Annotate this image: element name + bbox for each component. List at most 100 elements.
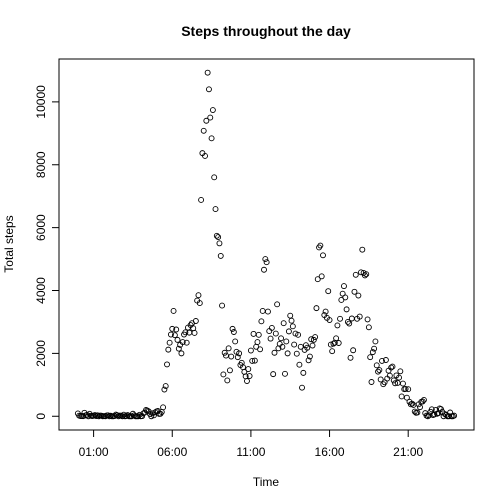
data-point bbox=[264, 308, 271, 315]
data-point bbox=[247, 347, 254, 354]
data-point bbox=[249, 357, 256, 364]
data-point bbox=[283, 338, 290, 345]
data-point bbox=[259, 307, 266, 314]
data-point bbox=[400, 380, 406, 387]
y-tick-label: 0 bbox=[34, 413, 48, 420]
data-point bbox=[161, 386, 168, 393]
data-point bbox=[190, 325, 197, 332]
data-point bbox=[257, 346, 264, 353]
data-point bbox=[352, 271, 359, 278]
data-point bbox=[209, 107, 216, 114]
y-tick-label: 2000 bbox=[34, 340, 48, 367]
data-point bbox=[361, 272, 368, 279]
data-point bbox=[272, 330, 279, 337]
data-point bbox=[379, 357, 385, 364]
data-point bbox=[367, 354, 374, 361]
data-point bbox=[397, 368, 404, 375]
data-point bbox=[226, 367, 233, 374]
data-point bbox=[191, 330, 198, 336]
data-point bbox=[263, 259, 270, 266]
data-point bbox=[314, 276, 321, 283]
data-point bbox=[267, 335, 274, 342]
data-point bbox=[207, 114, 214, 121]
data-point bbox=[373, 362, 380, 369]
data-point bbox=[291, 341, 298, 348]
data-point bbox=[198, 197, 205, 203]
data-point bbox=[318, 273, 325, 280]
data-point bbox=[325, 288, 332, 295]
y-axis: 0 2000 4000 6000 8000 10000 bbox=[34, 85, 60, 420]
data-point bbox=[220, 371, 227, 378]
data-point bbox=[165, 346, 172, 353]
data-point bbox=[317, 242, 324, 249]
data-point bbox=[396, 374, 402, 381]
data-point bbox=[229, 325, 236, 332]
data-point bbox=[306, 353, 313, 360]
data-point bbox=[175, 345, 182, 352]
data-point bbox=[310, 336, 317, 343]
data-point bbox=[296, 361, 303, 368]
data-point bbox=[167, 331, 174, 338]
data-point bbox=[212, 206, 219, 213]
x-tick-label: 01:00 bbox=[79, 445, 109, 459]
data-point bbox=[405, 386, 412, 393]
data-point bbox=[417, 404, 423, 411]
data-point bbox=[282, 370, 288, 377]
data-point bbox=[236, 350, 243, 357]
data-point bbox=[148, 413, 155, 420]
data-point bbox=[333, 335, 340, 342]
data-point bbox=[183, 339, 190, 346]
data-point bbox=[224, 377, 231, 384]
data-point bbox=[255, 331, 262, 338]
data-point bbox=[164, 361, 170, 368]
data-point bbox=[217, 252, 224, 259]
data-point bbox=[438, 406, 444, 412]
y-tick-label: 8000 bbox=[34, 151, 48, 178]
y-tick-label: 6000 bbox=[34, 214, 48, 241]
data-point bbox=[341, 283, 347, 290]
data-point bbox=[169, 325, 176, 332]
data-point bbox=[411, 408, 418, 415]
data-point bbox=[420, 396, 427, 403]
data-point bbox=[182, 329, 189, 336]
data-point bbox=[262, 256, 269, 263]
data-point bbox=[166, 339, 173, 346]
data-point bbox=[202, 153, 208, 159]
data-point bbox=[170, 307, 177, 314]
data-point bbox=[297, 343, 304, 350]
y-axis-label: Total steps bbox=[2, 215, 16, 272]
data-point bbox=[402, 385, 409, 392]
data-point bbox=[225, 345, 232, 352]
data-point bbox=[274, 301, 281, 308]
data-point bbox=[160, 404, 167, 411]
chart-title: Steps throughout the day bbox=[181, 23, 351, 39]
data-point bbox=[343, 306, 350, 313]
data-point bbox=[368, 379, 375, 385]
data-point bbox=[305, 357, 312, 364]
data-point bbox=[278, 335, 284, 342]
data-point bbox=[309, 342, 316, 349]
data-point bbox=[280, 320, 287, 327]
data-point bbox=[171, 332, 178, 339]
data-point bbox=[358, 269, 364, 276]
data-point bbox=[347, 354, 354, 361]
data-point bbox=[365, 324, 372, 331]
data-point bbox=[359, 246, 366, 253]
data-point bbox=[244, 378, 250, 385]
x-tick-label: 21:00 bbox=[393, 445, 423, 459]
data-point bbox=[375, 368, 381, 375]
data-point bbox=[355, 292, 362, 299]
data-point bbox=[389, 363, 396, 370]
data-point bbox=[293, 350, 300, 357]
data-point bbox=[213, 232, 220, 239]
data-point bbox=[178, 350, 185, 357]
y-tick-label: 10000 bbox=[34, 85, 48, 119]
data-point bbox=[344, 318, 351, 325]
data-point bbox=[232, 338, 239, 345]
plot-frame bbox=[58, 58, 475, 431]
data-point bbox=[84, 411, 91, 418]
data-point bbox=[329, 348, 336, 355]
data-point bbox=[334, 322, 341, 329]
data-point bbox=[320, 252, 326, 259]
